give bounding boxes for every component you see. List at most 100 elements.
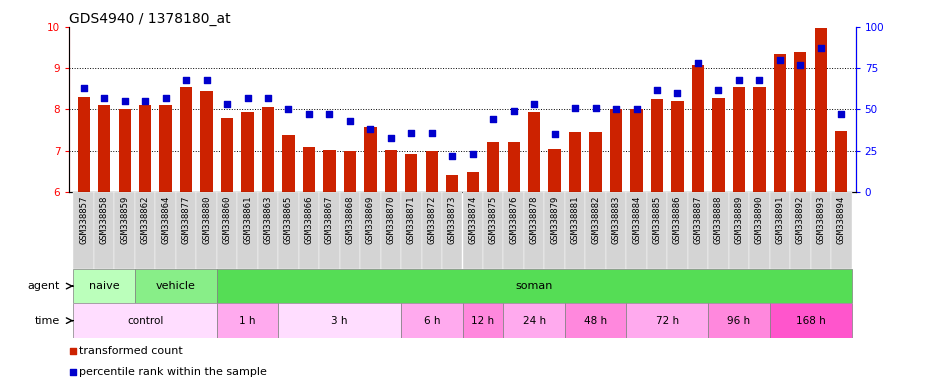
- Bar: [135, 269, 216, 303]
- Text: GSM338873: GSM338873: [448, 196, 457, 244]
- Point: [629, 106, 644, 113]
- Point: [526, 101, 541, 108]
- Text: control: control: [127, 316, 164, 326]
- Point: [65, 348, 80, 354]
- Bar: [462, 303, 503, 338]
- Text: time: time: [35, 316, 60, 326]
- Text: GSM338857: GSM338857: [80, 196, 88, 244]
- Bar: [795, 51, 807, 192]
- Bar: [770, 303, 852, 338]
- Bar: [385, 150, 397, 192]
- Text: GSM338875: GSM338875: [488, 196, 498, 244]
- Text: agent: agent: [28, 281, 60, 291]
- Text: 24 h: 24 h: [523, 316, 546, 326]
- Bar: [405, 154, 417, 192]
- Text: GSM338891: GSM338891: [775, 196, 784, 244]
- Point: [76, 85, 91, 91]
- Point: [363, 126, 377, 132]
- Point: [691, 60, 706, 66]
- Bar: [709, 303, 770, 338]
- Point: [404, 129, 419, 136]
- Text: GSM338860: GSM338860: [223, 196, 231, 244]
- Bar: [667, 192, 687, 269]
- Bar: [426, 151, 438, 192]
- Bar: [483, 192, 503, 269]
- Bar: [503, 192, 524, 269]
- Point: [752, 77, 767, 83]
- Bar: [466, 172, 479, 192]
- Text: 1 h: 1 h: [240, 316, 255, 326]
- Bar: [98, 105, 110, 192]
- Text: 6 h: 6 h: [424, 316, 440, 326]
- Text: 48 h: 48 h: [584, 316, 607, 326]
- Bar: [118, 109, 130, 192]
- Bar: [733, 87, 745, 192]
- Point: [261, 95, 276, 101]
- Bar: [323, 150, 336, 192]
- Bar: [749, 192, 770, 269]
- Point: [342, 118, 357, 124]
- Text: 72 h: 72 h: [656, 316, 679, 326]
- Bar: [380, 192, 401, 269]
- Text: GSM338888: GSM338888: [714, 196, 723, 244]
- Bar: [94, 192, 115, 269]
- Bar: [770, 192, 790, 269]
- Bar: [216, 192, 238, 269]
- Bar: [159, 105, 172, 192]
- Point: [158, 95, 173, 101]
- Bar: [262, 108, 274, 192]
- Text: GSM338867: GSM338867: [325, 196, 334, 244]
- Text: vehicle: vehicle: [156, 281, 196, 291]
- Point: [179, 77, 193, 83]
- Point: [548, 131, 562, 137]
- Bar: [155, 192, 176, 269]
- Point: [219, 101, 234, 108]
- Text: GSM338874: GSM338874: [468, 196, 477, 244]
- Point: [384, 134, 399, 141]
- Bar: [565, 192, 586, 269]
- Bar: [401, 192, 422, 269]
- Point: [609, 106, 623, 113]
- Bar: [651, 99, 663, 192]
- Text: GSM338878: GSM338878: [530, 196, 538, 244]
- Text: 3 h: 3 h: [331, 316, 348, 326]
- Point: [486, 116, 500, 122]
- Bar: [565, 303, 626, 338]
- Bar: [835, 131, 847, 192]
- Point: [465, 151, 480, 157]
- Text: GSM338868: GSM338868: [345, 196, 354, 244]
- Point: [793, 62, 808, 68]
- Bar: [278, 192, 299, 269]
- Point: [138, 98, 153, 104]
- Bar: [216, 269, 852, 303]
- Bar: [278, 303, 401, 338]
- Text: GSM338872: GSM338872: [427, 196, 437, 244]
- Text: GSM338879: GSM338879: [550, 196, 559, 244]
- Point: [772, 57, 787, 63]
- Bar: [790, 192, 810, 269]
- Point: [670, 90, 684, 96]
- Bar: [196, 192, 216, 269]
- Text: GSM338881: GSM338881: [571, 196, 580, 244]
- Text: GSM338885: GSM338885: [652, 196, 661, 244]
- Point: [425, 129, 439, 136]
- Bar: [299, 192, 319, 269]
- Bar: [135, 192, 155, 269]
- Bar: [508, 142, 520, 192]
- Point: [240, 95, 255, 101]
- Bar: [503, 303, 565, 338]
- Text: GSM338887: GSM338887: [694, 196, 702, 244]
- Text: GDS4940 / 1378180_at: GDS4940 / 1378180_at: [69, 12, 231, 26]
- Point: [813, 45, 828, 51]
- Text: GSM338863: GSM338863: [264, 196, 273, 244]
- Bar: [115, 192, 135, 269]
- Text: GSM338889: GSM338889: [734, 196, 744, 244]
- Text: GSM338876: GSM338876: [509, 196, 518, 244]
- Bar: [815, 28, 827, 192]
- Point: [711, 86, 726, 93]
- Text: GSM338871: GSM338871: [407, 196, 416, 244]
- Bar: [364, 127, 376, 192]
- Text: 12 h: 12 h: [472, 316, 495, 326]
- Bar: [631, 109, 643, 192]
- Text: 168 h: 168 h: [796, 316, 825, 326]
